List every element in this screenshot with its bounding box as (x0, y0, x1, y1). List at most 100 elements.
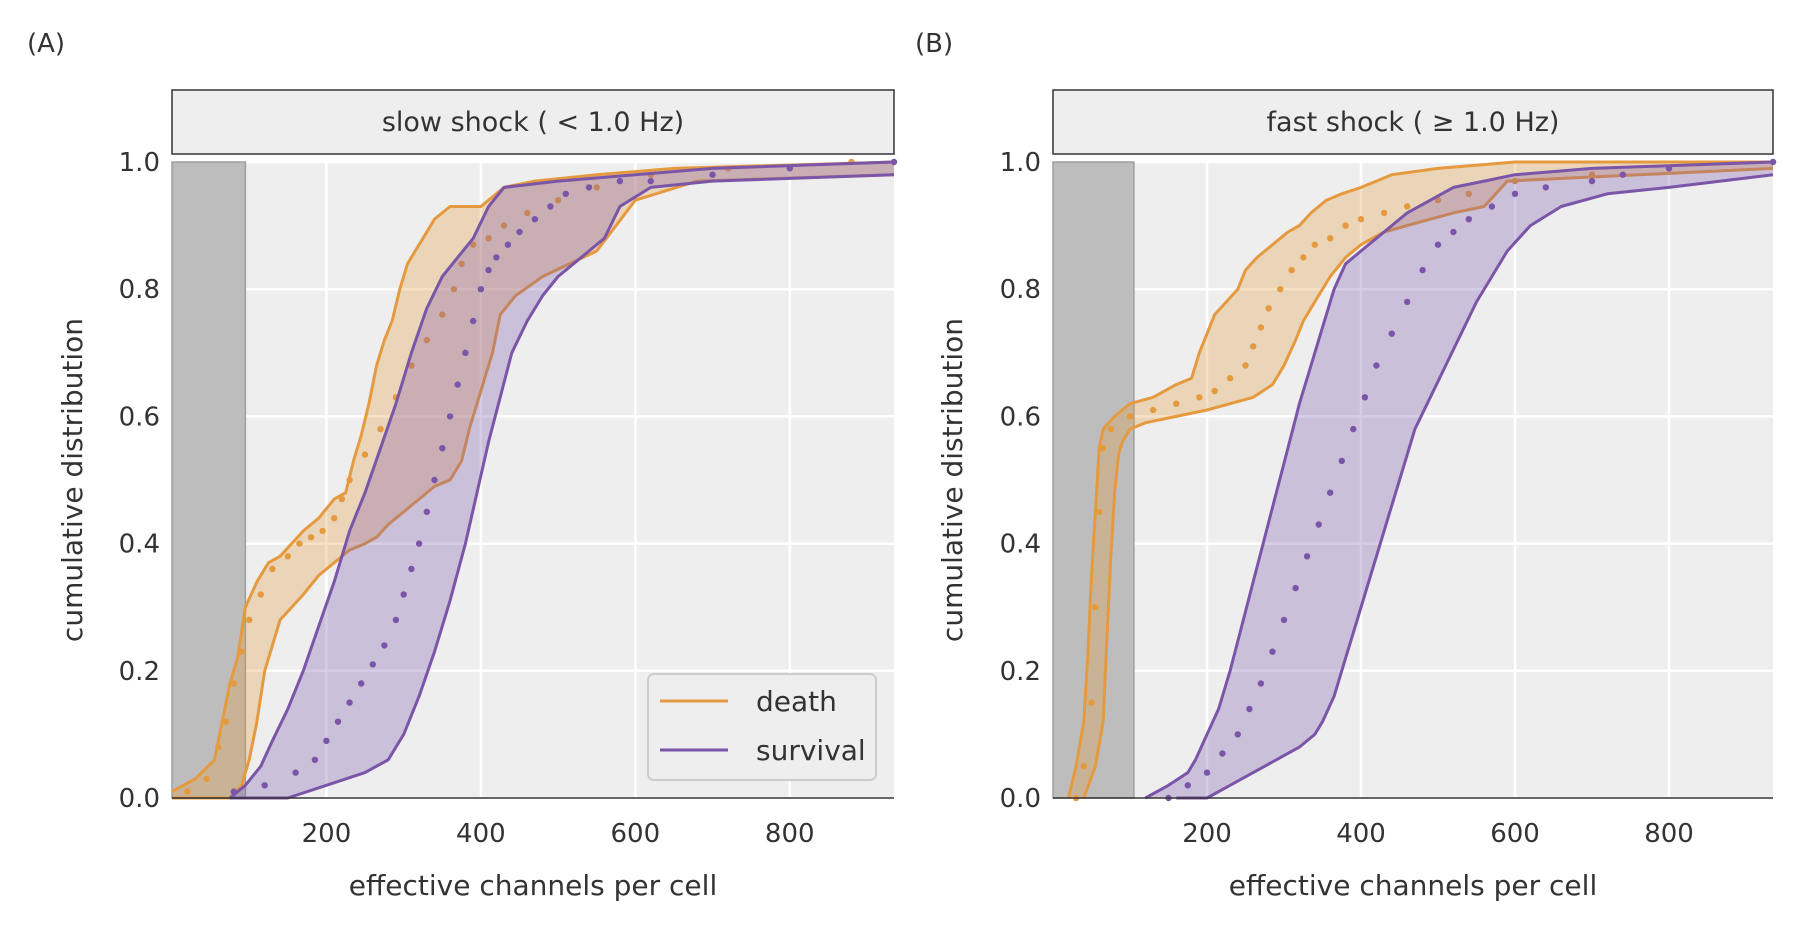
y-tick-label: 0.2 (119, 657, 160, 687)
x-tick-label: 200 (302, 819, 352, 849)
median-point (369, 661, 376, 668)
median-point (454, 381, 461, 388)
median-point (1327, 489, 1334, 496)
median-point (431, 476, 438, 484)
y-tick-label: 0.4 (1000, 530, 1041, 560)
shaded-region (171, 161, 247, 799)
median-point (1338, 457, 1346, 465)
legend: death survival (647, 673, 877, 781)
panel-label: (A) (27, 29, 65, 59)
median-point (1373, 362, 1380, 369)
x-tick-label: 800 (1644, 819, 1694, 849)
median-point (562, 190, 569, 197)
median-point (1434, 241, 1442, 248)
x-tick-label: 400 (456, 819, 506, 849)
median-point (1265, 305, 1272, 312)
median-point (1107, 425, 1115, 433)
median-point (493, 254, 500, 261)
median-point (1099, 445, 1107, 452)
median-point (1173, 400, 1180, 407)
facet-strip-title: slow shock ( < 1.0 Hz) (382, 107, 684, 138)
series-layer (171, 158, 898, 800)
median-point (516, 228, 523, 236)
median-point (1404, 298, 1411, 306)
median-point (439, 445, 446, 452)
median-point (1665, 165, 1673, 172)
median-point (1361, 394, 1369, 401)
median-point (400, 591, 407, 598)
median-point (1234, 731, 1242, 738)
median-point (1280, 616, 1288, 624)
y-tick-label: 1.0 (1000, 148, 1041, 178)
median-point (439, 311, 446, 318)
median-point (485, 266, 492, 274)
median-point (1357, 216, 1365, 223)
median-point (1511, 177, 1519, 185)
legend-label-death: death (756, 685, 837, 718)
median-point (261, 782, 268, 789)
median-point (1242, 362, 1249, 369)
median-point (1588, 177, 1596, 185)
x-tick-label: 400 (1336, 819, 1386, 849)
median-point (547, 203, 554, 210)
median-point (1088, 699, 1095, 706)
y-tick-label: 0.2 (1000, 657, 1041, 687)
confidence-band (229, 162, 894, 798)
y-tick-labels: 0.0 0.2 0.4 0.6 0.8 1.0 (119, 148, 160, 814)
median-point (358, 680, 365, 687)
confidence-band (1145, 162, 1773, 798)
panel-label: (B) (915, 29, 953, 59)
median-point (593, 184, 600, 191)
y-tick-label: 0.8 (119, 275, 160, 305)
median-point (1211, 387, 1218, 395)
median-point (462, 349, 469, 356)
band-lower-line (229, 173, 895, 800)
median-point (1292, 584, 1299, 592)
median-point (238, 648, 245, 655)
median-point (292, 769, 299, 776)
median-point (1303, 553, 1311, 560)
median-point (616, 177, 624, 185)
median-point (346, 476, 353, 484)
y-tick-label: 0.6 (1000, 402, 1041, 432)
y-axis-label: cumulative distribution (56, 318, 89, 642)
median-point (415, 540, 423, 547)
x-gridlines (1205, 162, 1671, 798)
median-point (1096, 508, 1103, 515)
median-point (1419, 266, 1426, 274)
median-point (531, 216, 539, 223)
median-point (477, 286, 485, 293)
median-point (296, 540, 303, 547)
x-axis-label: effective channels per cell (349, 869, 717, 902)
median-point (1342, 222, 1349, 229)
x-tick-label: 600 (1490, 819, 1540, 849)
median-point (1184, 782, 1192, 789)
panel-a: (A) slow shock ( < 1.0 Hz) 200 400 600 800 … (27, 29, 898, 902)
median-point (1257, 680, 1265, 687)
median-point (1196, 394, 1203, 401)
y-axis-label: cumulative distribution (936, 318, 969, 642)
shaded-region (1052, 161, 1135, 799)
median-point (408, 565, 415, 573)
median-point (1388, 330, 1396, 337)
median-point (215, 743, 222, 751)
median-point (1219, 750, 1226, 757)
median-point (230, 788, 237, 795)
y-tick-label: 0.4 (119, 530, 160, 560)
median-point (1149, 406, 1157, 414)
median-point (203, 775, 210, 783)
median-point (1588, 171, 1596, 178)
median-point (647, 177, 654, 185)
median-point (230, 680, 237, 687)
median-point (1269, 648, 1276, 655)
median-point (323, 737, 330, 744)
median-point (1288, 266, 1295, 274)
median-point (1350, 425, 1357, 433)
median-point (524, 209, 531, 217)
median-point (1315, 521, 1322, 528)
x-tick-label: 200 (1182, 819, 1232, 849)
median-point (1092, 604, 1099, 611)
y-tick-label: 0.8 (1000, 275, 1041, 305)
median-point (1250, 343, 1257, 350)
